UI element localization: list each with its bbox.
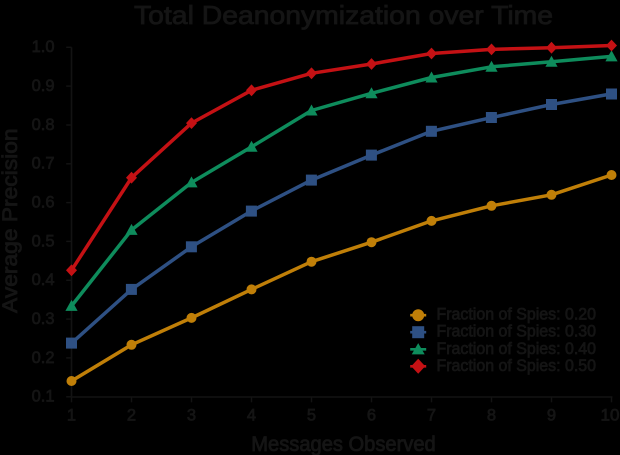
svg-text:Messages Observed: Messages Observed: [251, 433, 436, 455]
svg-text:5: 5: [307, 407, 316, 425]
svg-text:3: 3: [187, 407, 196, 425]
svg-text:7: 7: [427, 407, 436, 425]
svg-text:0.6: 0.6: [32, 194, 55, 212]
svg-text:0.2: 0.2: [32, 349, 55, 367]
svg-text:Total Deanonymization over Tim: Total Deanonymization over Time: [134, 0, 553, 30]
svg-text:2: 2: [127, 407, 136, 425]
svg-text:Fraction of Spies: 0.50: Fraction of Spies: 0.50: [437, 357, 597, 375]
svg-text:0.1: 0.1: [32, 388, 55, 406]
svg-text:Fraction of Spies: 0.30: Fraction of Spies: 0.30: [437, 323, 597, 341]
svg-text:Fraction of Spies: 0.40: Fraction of Spies: 0.40: [437, 340, 597, 358]
svg-text:0.4: 0.4: [32, 271, 55, 289]
svg-text:0.7: 0.7: [32, 155, 55, 173]
svg-text:0.8: 0.8: [32, 116, 55, 134]
svg-text:6: 6: [367, 407, 376, 425]
svg-text:0.5: 0.5: [32, 232, 55, 250]
svg-text:10: 10: [601, 407, 620, 425]
svg-text:Average Precision: Average Precision: [0, 128, 22, 313]
svg-text:0.9: 0.9: [32, 77, 55, 95]
svg-text:1.0: 1.0: [32, 38, 55, 56]
svg-text:8: 8: [487, 407, 496, 425]
svg-text:4: 4: [247, 407, 256, 425]
svg-text:9: 9: [547, 407, 556, 425]
svg-text:0.3: 0.3: [32, 310, 55, 328]
svg-text:1: 1: [67, 407, 76, 425]
svg-text:Fraction of Spies: 0.20: Fraction of Spies: 0.20: [437, 306, 597, 324]
